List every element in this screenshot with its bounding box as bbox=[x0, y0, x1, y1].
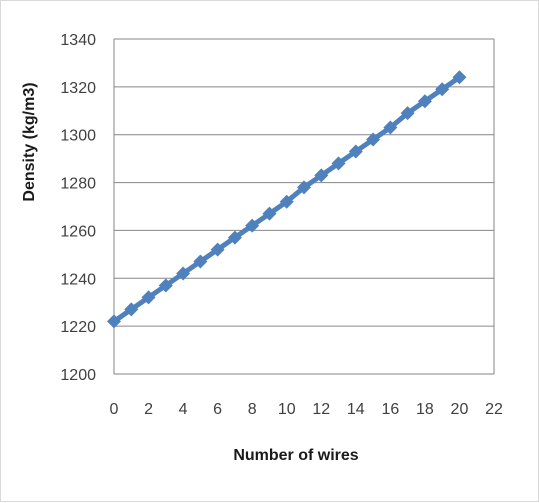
y-tick-label-1220: 1220 bbox=[60, 319, 96, 336]
data-point-5 bbox=[193, 254, 208, 269]
data-point-2 bbox=[141, 290, 156, 305]
data-point-15 bbox=[366, 132, 381, 147]
y-tick-label-1240: 1240 bbox=[60, 271, 96, 288]
series bbox=[107, 70, 467, 329]
y-tick-label-1340: 1340 bbox=[60, 32, 96, 49]
x-tick-label-20: 20 bbox=[451, 401, 469, 418]
x-tick-label-0: 0 bbox=[110, 401, 119, 418]
x-tick-label-14: 14 bbox=[347, 401, 365, 418]
data-point-20 bbox=[452, 70, 467, 85]
data-point-9 bbox=[262, 206, 277, 221]
data-point-10 bbox=[279, 194, 294, 209]
x-tick-label-6: 6 bbox=[213, 401, 222, 418]
data-point-1 bbox=[124, 302, 139, 317]
data-point-18 bbox=[417, 94, 432, 109]
data-point-14 bbox=[348, 144, 363, 159]
data-point-17 bbox=[400, 106, 415, 121]
data-point-19 bbox=[435, 82, 450, 97]
x-axis-title: Number of wires bbox=[233, 447, 358, 464]
y-tick-label-1300: 1300 bbox=[60, 128, 96, 145]
data-point-3 bbox=[158, 278, 173, 293]
y-tick-label-1280: 1280 bbox=[60, 176, 96, 193]
data-point-16 bbox=[383, 120, 398, 135]
x-tick-labels: 0 2 4 6 8 10 12 14 16 18 20 22 bbox=[110, 401, 503, 418]
y-tick-label-1260: 1260 bbox=[60, 223, 96, 240]
y-tick-label-1320: 1320 bbox=[60, 80, 96, 97]
data-point-13 bbox=[331, 156, 346, 171]
x-tick-label-22: 22 bbox=[485, 401, 503, 418]
data-point-8 bbox=[245, 218, 260, 233]
y-axis-title: Density (kg/m3) bbox=[21, 82, 38, 201]
x-tick-label-16: 16 bbox=[381, 401, 399, 418]
y-tick-labels: 1200 1220 1240 1260 1280 1300 1320 1340 bbox=[60, 32, 96, 384]
x-tick-label-4: 4 bbox=[179, 401, 188, 418]
data-point-6 bbox=[210, 242, 225, 257]
data-point-4 bbox=[176, 266, 191, 281]
data-point-12 bbox=[314, 168, 329, 183]
x-tick-label-8: 8 bbox=[248, 401, 257, 418]
data-point-0 bbox=[107, 314, 121, 329]
data-point-11 bbox=[297, 180, 311, 195]
x-tick-label-18: 18 bbox=[416, 401, 434, 418]
x-tick-label-2: 2 bbox=[144, 401, 153, 418]
y-tick-label-1200: 1200 bbox=[60, 367, 96, 384]
x-tick-label-12: 12 bbox=[312, 401, 330, 418]
x-tick-label-10: 10 bbox=[278, 401, 296, 418]
data-point-7 bbox=[227, 230, 242, 245]
